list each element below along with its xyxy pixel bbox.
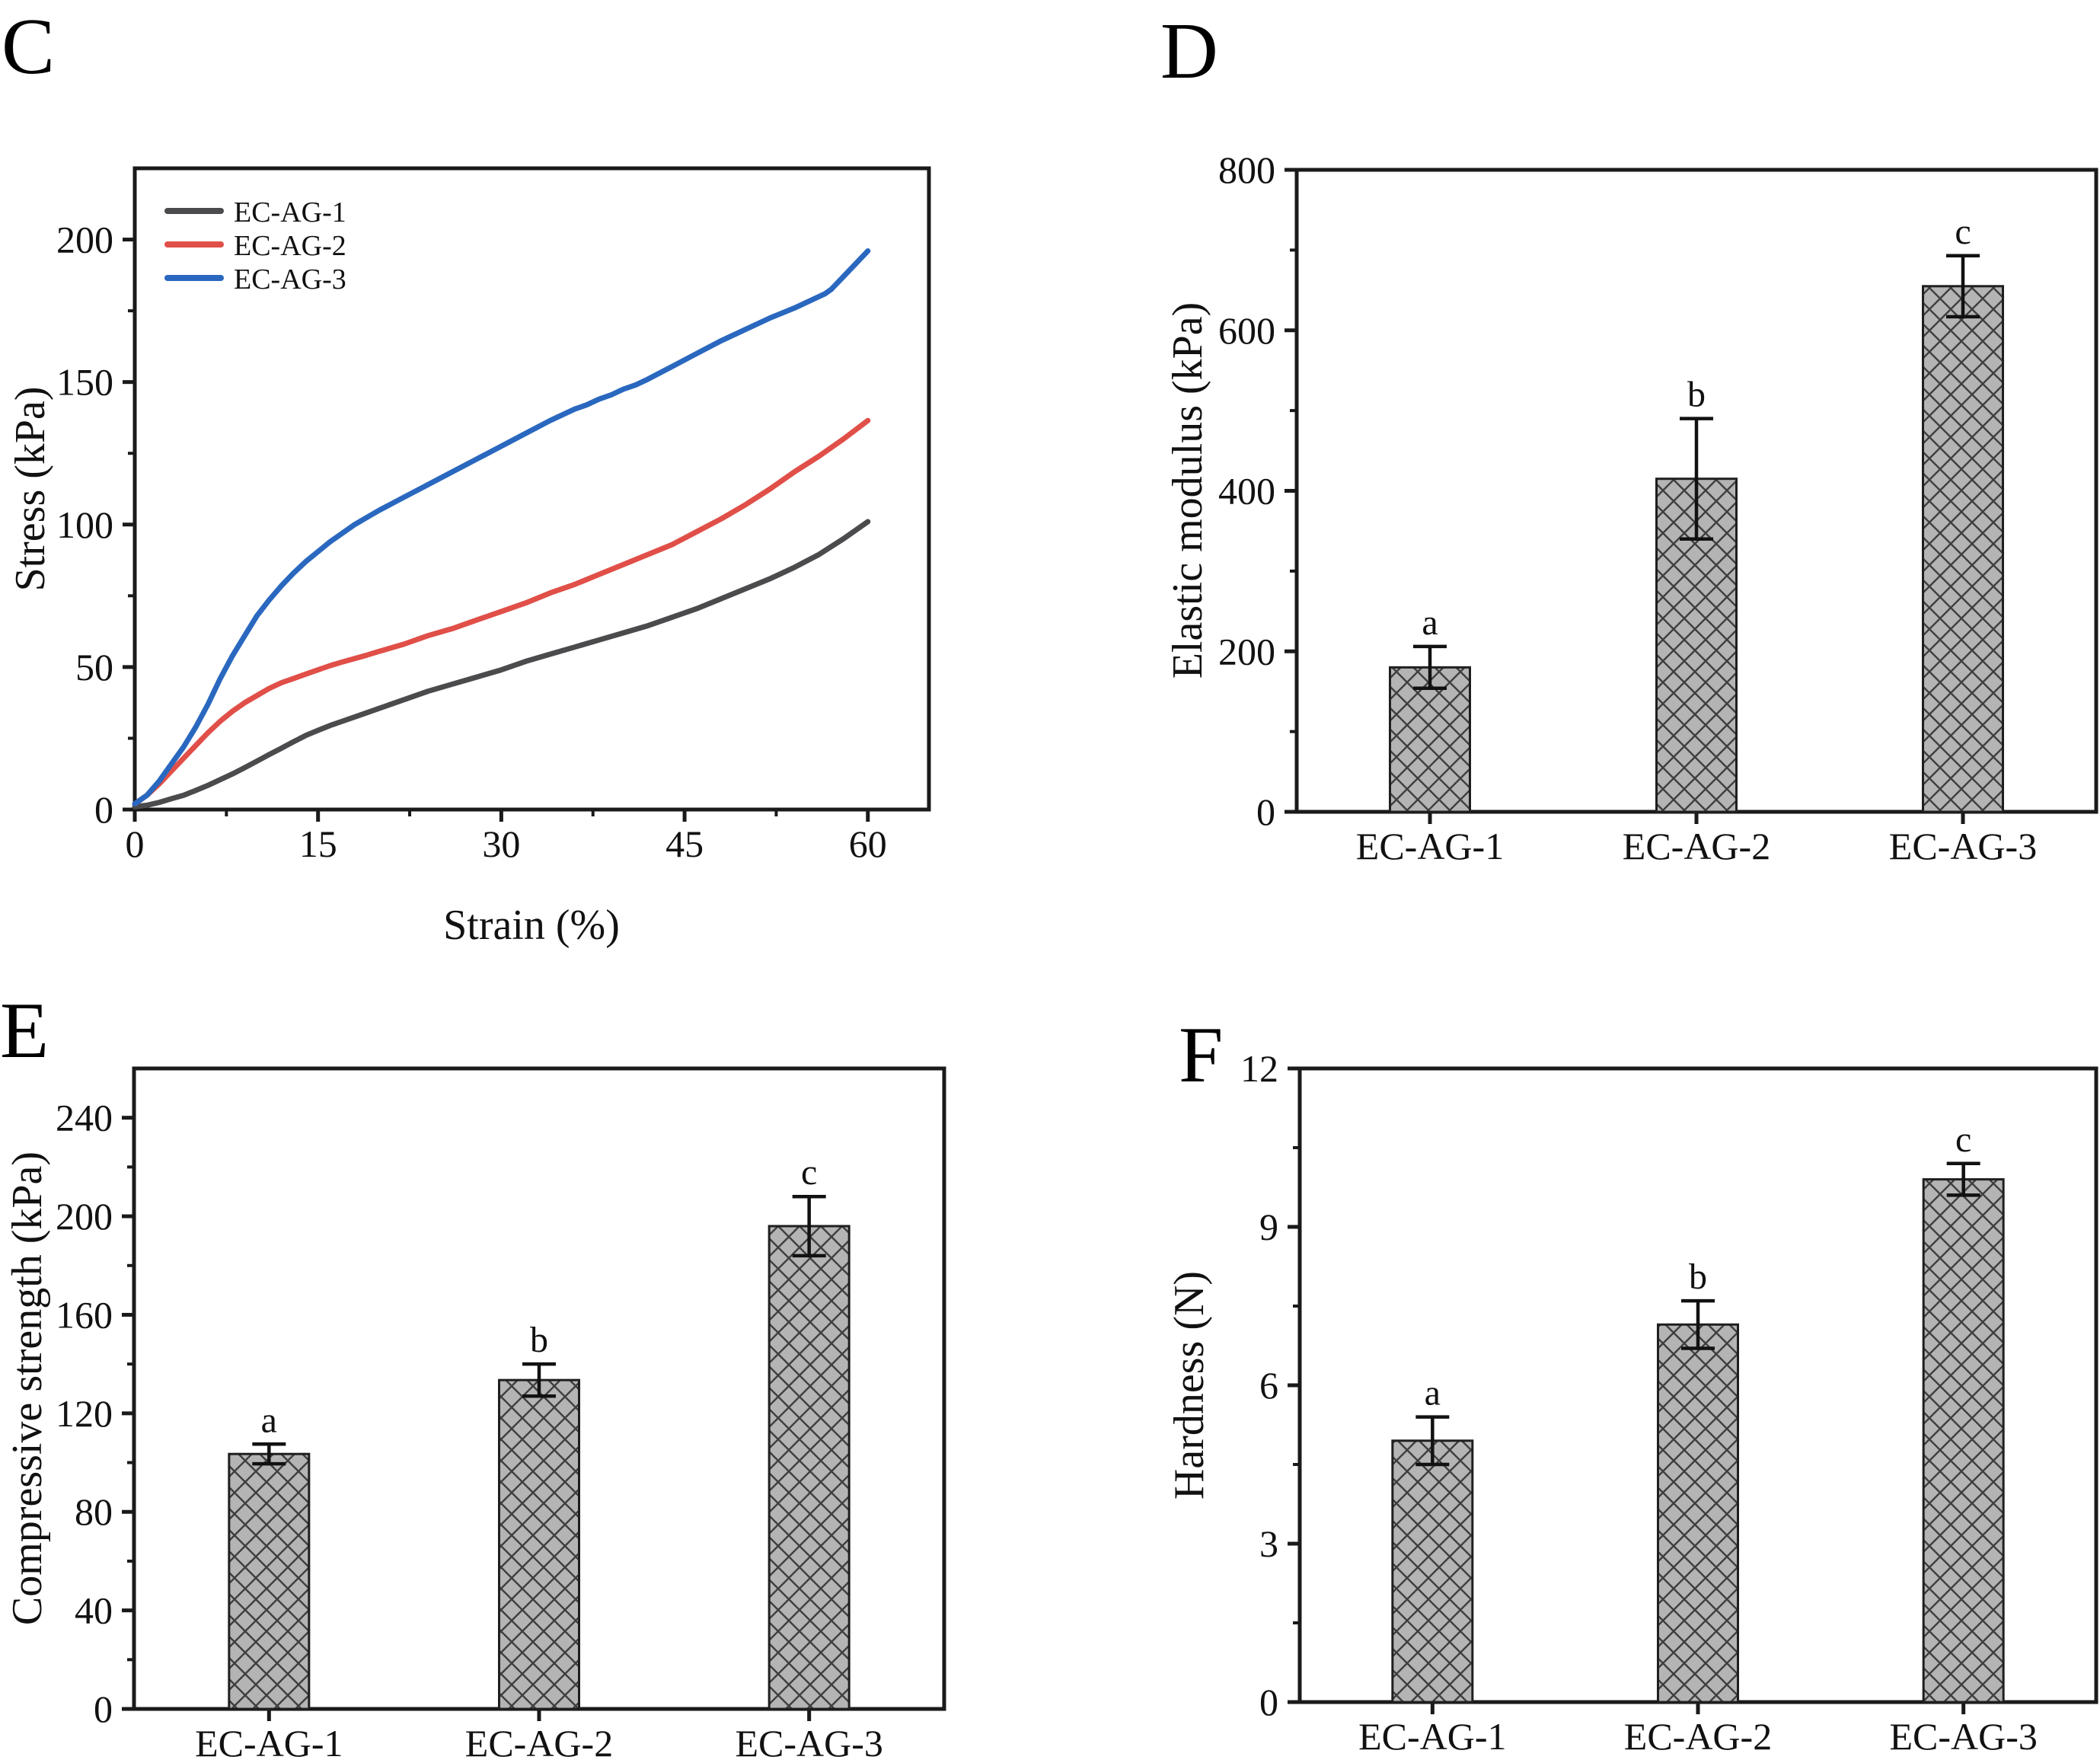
sig-letter: a <box>261 1400 277 1440</box>
plot-box <box>132 166 931 812</box>
bar-EC-AG-3 <box>1922 285 2004 813</box>
bar-EC-AG-3 <box>1922 1178 2005 1704</box>
y-axis-ticks: 0 50 100 150 200 <box>56 219 135 831</box>
category-label: EC-AG-2 <box>1624 1715 1772 1758</box>
category-label: EC-AG-3 <box>1889 1715 2037 1758</box>
y-tick-label: 0 <box>1259 1681 1278 1723</box>
panel-letter-F: F <box>1179 1010 1224 1099</box>
sig-letter: b <box>530 1320 548 1360</box>
legend: EC-AG-1EC-AG-2EC-AG-3 <box>164 196 346 295</box>
sig-letter: a <box>1425 1373 1441 1413</box>
y-tick-label: 80 <box>75 1490 113 1533</box>
error-bar-EC-AG-1 <box>1413 644 1447 690</box>
y-tick-label: 0 <box>94 1688 113 1730</box>
category-label: EC-AG-3 <box>735 1722 882 1763</box>
category-label: EC-AG-1 <box>1358 1715 1506 1758</box>
category-label: EC-AG-2 <box>1623 825 1770 867</box>
sig-letter: a <box>1422 602 1438 643</box>
legend-label-EC-AG-2: EC-AG-2 <box>234 230 346 262</box>
sig-letter: b <box>1689 1257 1707 1297</box>
y-axis-ticks: 0 200 400 600 800 <box>1218 149 1297 833</box>
y-tick-label: 160 <box>56 1293 113 1336</box>
x-tick-label: 0 <box>126 822 145 865</box>
x-tick-label: 30 <box>482 822 520 865</box>
sig-letter: c <box>801 1152 817 1193</box>
x-tick-label: 15 <box>299 822 337 865</box>
y-tick-label: 150 <box>56 361 113 404</box>
y-tick-label: 120 <box>56 1392 113 1435</box>
bar-EC-AG-2 <box>1657 1323 1739 1704</box>
bar-EC-AG-3 <box>768 1225 851 1710</box>
y-tick-label: 40 <box>75 1589 113 1632</box>
sig-letter: b <box>1687 375 1706 415</box>
y-tick-label: 0 <box>94 788 113 831</box>
x-axis-ticks: EC-AG-1 EC-AG-2 EC-AG-3 <box>1356 812 2037 867</box>
error-bar-EC-AG-1 <box>1415 1415 1450 1467</box>
panel-C-chart: 0 50 100 150 200 0 15 30 45 60 EC-AG-1EC-AG-2EC-AG… <box>56 166 931 865</box>
y-tick-label: 800 <box>1218 149 1275 191</box>
category-label: EC-AG-3 <box>1889 825 2037 867</box>
error-bar-EC-AG-2 <box>1681 1298 1715 1350</box>
legend-label-EC-AG-1: EC-AG-1 <box>234 196 346 228</box>
error-bar-EC-AG-3 <box>1946 1161 1980 1197</box>
sig-letter: c <box>1955 212 1971 252</box>
panel-letter-C: C <box>2 2 56 91</box>
y-tick-label: 200 <box>56 219 113 261</box>
y-tick-label: 0 <box>1256 790 1275 833</box>
series-line-EC-AG-3 <box>132 248 871 806</box>
error-bar-EC-AG-1 <box>252 1442 286 1466</box>
y-tick-label: 400 <box>1218 470 1275 513</box>
category-label: EC-AG-2 <box>465 1722 613 1763</box>
x-tick-label: 60 <box>849 822 887 865</box>
error-bar-EC-AG-3 <box>1946 254 1980 319</box>
y-tick-label: 200 <box>1218 630 1275 672</box>
x-tick-label: 45 <box>665 822 704 865</box>
sig-letter: c <box>1955 1119 1971 1160</box>
error-bar-EC-AG-2 <box>1680 417 1713 541</box>
series-line-EC-AG-2 <box>132 417 871 806</box>
x-axis-ticks: EC-AG-1 EC-AG-2 EC-AG-3 <box>195 1709 883 1763</box>
y-tick-label: 240 <box>56 1097 113 1139</box>
bar-EC-AG-2 <box>498 1378 580 1710</box>
x-axis-title-strain: Strain (%) <box>443 902 620 949</box>
y-tick-label: 50 <box>75 646 113 688</box>
y-tick-label: 3 <box>1259 1522 1278 1565</box>
y-tick-label: 12 <box>1240 1047 1278 1090</box>
panel-F-chart: 0 3 6 9 12 EC-AG-1 EC-AG-2 EC-AG-3 a b c <box>1240 1047 2098 1758</box>
y-axis-ticks: 0 3 6 9 12 <box>1240 1047 1300 1723</box>
error-bar-EC-AG-2 <box>522 1362 556 1398</box>
panel-letter-D: D <box>1160 6 1218 95</box>
y-tick-label: 9 <box>1259 1206 1278 1248</box>
bar-EC-AG-1 <box>1389 666 1471 813</box>
y-tick-label: 6 <box>1259 1364 1278 1407</box>
error-bar-EC-AG-3 <box>792 1194 826 1258</box>
y-tick-label: 100 <box>56 503 113 546</box>
bar-EC-AG-1 <box>1391 1439 1474 1704</box>
category-label: EC-AG-1 <box>1356 825 1504 867</box>
panel-letter-E: E <box>0 985 49 1075</box>
series-line-EC-AG-1 <box>132 519 871 810</box>
legend-label-EC-AG-3: EC-AG-3 <box>234 263 346 295</box>
category-label: EC-AG-1 <box>195 1722 343 1763</box>
y-tick-label: 600 <box>1218 309 1275 352</box>
y-tick-label: 200 <box>56 1195 113 1238</box>
y-axis-ticks: 0 40 80 120 160 200 240 <box>56 1097 134 1730</box>
panel-E-chart: 0 40 80 120 160 200 240 EC-AG-1 EC-AG-2 EC-AG-3 a b… <box>56 1066 946 1763</box>
bar-EC-AG-1 <box>228 1452 311 1710</box>
x-axis-ticks: EC-AG-1 EC-AG-2 EC-AG-3 <box>1358 1702 2038 1758</box>
x-axis-ticks: 0 15 30 45 60 <box>126 810 887 865</box>
panel-D-chart: 0 200 400 600 800 EC-AG-1 EC-AG-2 EC-AG-3 a b c <box>1218 149 2098 867</box>
